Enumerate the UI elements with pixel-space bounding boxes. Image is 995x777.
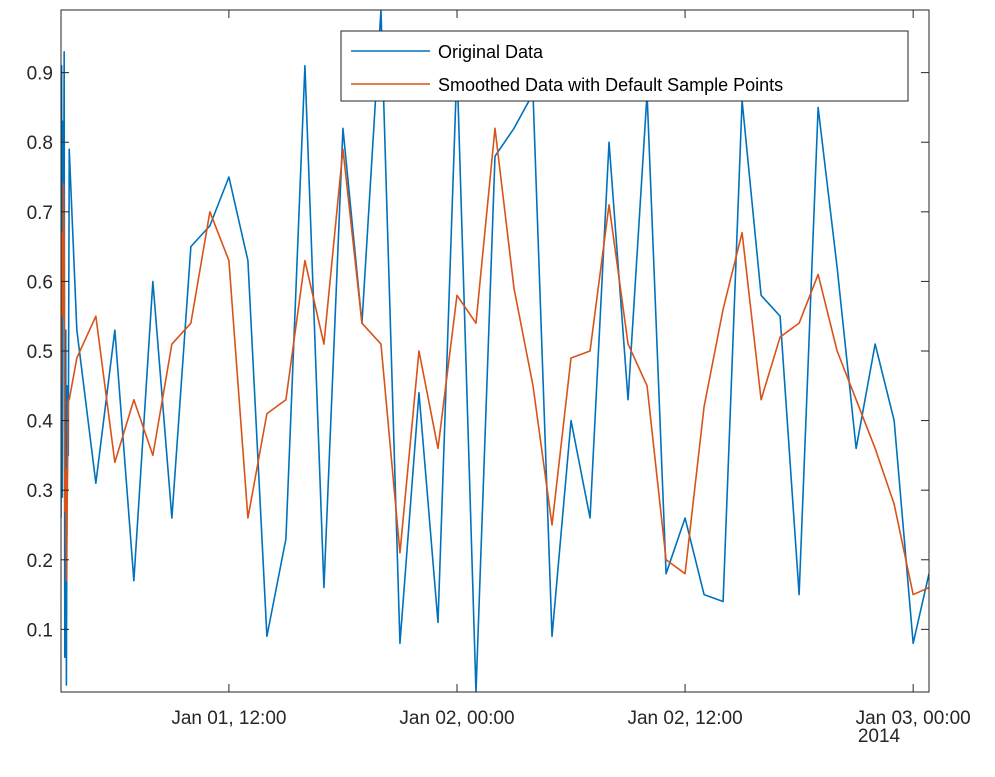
legend-label-smoothed-data: Smoothed Data with Default Sample Points bbox=[438, 75, 783, 95]
y-tick-label: 0.6 bbox=[27, 272, 53, 293]
y-tick-label: 0.7 bbox=[27, 203, 53, 224]
x-tick-label: Jan 03, 00:00 bbox=[856, 708, 971, 729]
x-tick-label: Jan 02, 12:00 bbox=[627, 708, 742, 729]
series-line-original-data bbox=[61, 10, 929, 692]
y-tick-label: 0.5 bbox=[27, 342, 53, 363]
y-tick-label: 0.2 bbox=[27, 551, 53, 572]
legend-label-original-data: Original Data bbox=[438, 42, 544, 62]
y-tick-label: 0.4 bbox=[27, 412, 54, 433]
y-tick-label: 0.1 bbox=[27, 620, 53, 641]
y-tick-label: 0.9 bbox=[27, 64, 53, 85]
y-tick-label: 0.3 bbox=[27, 481, 53, 502]
legend: Original Data Smoothed Data with Default… bbox=[340, 30, 909, 102]
x-axis-year-label: 2014 bbox=[858, 726, 901, 747]
x-tick-label: Jan 01, 12:00 bbox=[171, 708, 286, 729]
x-tick-label: Jan 02, 00:00 bbox=[399, 708, 514, 729]
legend-box bbox=[340, 30, 909, 102]
y-axis: 0.1 0.2 0.3 0.4 0.5 0.6 0.7 0.8 0.9 bbox=[27, 64, 929, 641]
x-axis: Jan 01, 12:00 Jan 02, 00:00 Jan 02, 12:00 J… bbox=[171, 10, 971, 729]
y-tick-label: 0.8 bbox=[27, 133, 53, 154]
series-line-smoothed-data bbox=[61, 127, 929, 596]
series-layer bbox=[61, 10, 929, 692]
